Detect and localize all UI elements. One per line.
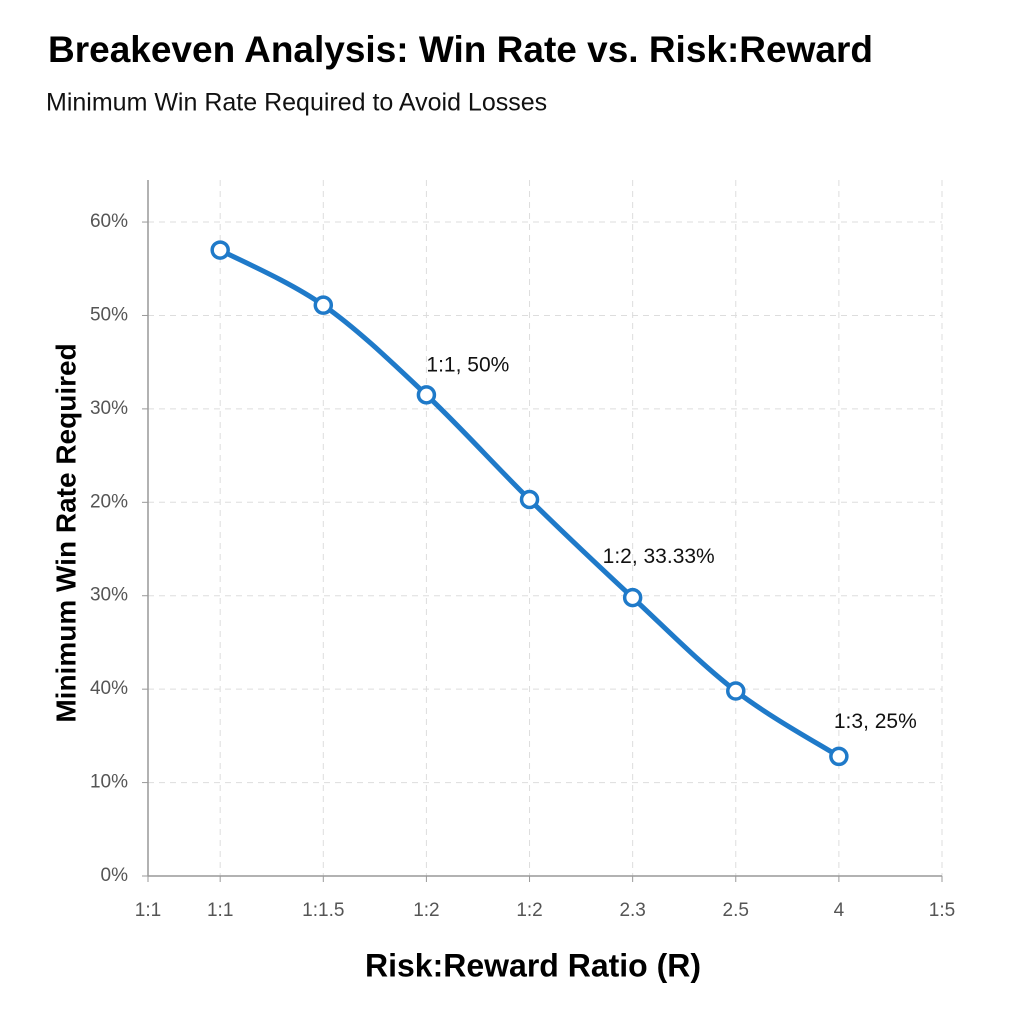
y-tick-label: 30% [90,398,128,419]
annotation: 1:1, 50% [426,353,509,376]
point [416,385,437,405]
x-tick-label: 4 [834,900,845,921]
x-axis-label: Risk:Reward Ratio (R) [365,947,701,983]
x-tick-label: 2.5 [723,900,749,921]
point [726,681,746,701]
x-tick-label: 1:1.5 [302,900,344,921]
x-tick-label: 1:5 [929,900,955,921]
point [829,746,849,767]
annotation: 1:2, 33.33% [603,545,715,568]
y-tick-label: 50% [90,304,128,325]
point [313,295,334,315]
chart-subtitle: Minimum Win Rate Required to Avoid Losse… [46,89,547,117]
point [622,587,643,608]
y-tick-label: 30% [90,585,128,606]
point [519,489,540,510]
x-tick-label: 1:2 [413,900,439,921]
annotation: 1:3, 25% [834,710,917,733]
point [210,240,230,260]
y-tick-label: 40% [90,678,128,699]
y-tick-label: 0% [101,865,129,886]
y-tick-label: 10% [90,772,128,793]
x-tick-label: 1:1 [135,900,161,921]
x-tick-label: 1:2 [516,900,542,921]
y-axis-label: Minimum Win Rate Required [50,343,81,722]
y-tick-label: 60% [90,211,128,232]
y-tick-label: 20% [90,491,128,512]
chart-title: Breakeven Analysis: Win Rate vs. Risk:Re… [48,29,873,70]
x-tick-label: 2.3 [619,900,645,921]
x-tick-label: 1:1 [207,900,233,921]
